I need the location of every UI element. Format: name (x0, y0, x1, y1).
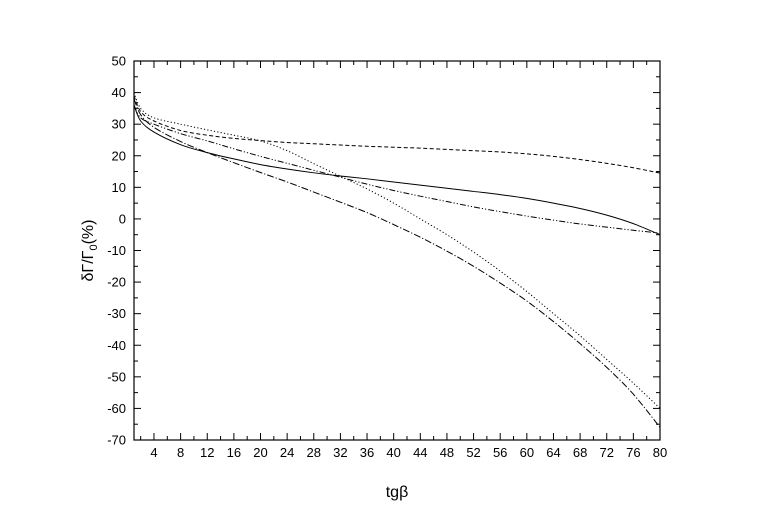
x-tick-label: 52 (466, 445, 480, 460)
x-tick-label: 24 (280, 445, 294, 460)
y-axis-title-subscript: 0 (88, 244, 100, 250)
x-tick-label: 32 (333, 445, 347, 460)
y-tick-label: 30 (112, 117, 126, 132)
x-tick-label: 28 (307, 445, 321, 460)
y-tick-label: -40 (107, 338, 126, 353)
y-tick-label: -60 (107, 401, 126, 416)
x-tick-label: 4 (150, 445, 157, 460)
series-line-5 (133, 98, 661, 428)
x-tick-label: 36 (360, 445, 374, 460)
y-tick-label: 40 (112, 85, 126, 100)
y-tick-label: 10 (112, 180, 126, 195)
y-axis-title-unit: (%) (80, 220, 97, 245)
x-tick-label: 72 (599, 445, 613, 460)
series-line-1 (133, 105, 661, 236)
x-tick-label: 76 (626, 445, 640, 460)
x-tick-label: 60 (520, 445, 534, 460)
y-tick-label: -70 (107, 433, 126, 448)
y-tick-label: 50 (112, 54, 126, 69)
x-tick-label: 8 (177, 445, 184, 460)
x-tick-label: 12 (200, 445, 214, 460)
series-line-4 (133, 104, 661, 234)
y-tick-label: -50 (107, 369, 126, 384)
x-axis-title: tgβ (386, 484, 409, 501)
series-layer (133, 92, 661, 428)
x-tick-label: 56 (493, 445, 507, 460)
x-tick-label: 44 (413, 445, 427, 460)
y-tick-label: -10 (107, 243, 126, 258)
ticks-layer: 4 8 12 16 20 24 28 32 36 40 44 48 52 56 60 64 68 72 76 8050… (107, 54, 667, 461)
x-tick-label: 80 (653, 445, 667, 460)
x-tick-label: 20 (253, 445, 267, 460)
x-tick-label: 48 (440, 445, 454, 460)
x-tick-label: 68 (573, 445, 587, 460)
x-tick-label: 16 (227, 445, 241, 460)
y-axis-title-main: δΓ/Γ (80, 250, 97, 281)
x-tick-label: 40 (386, 445, 400, 460)
y-tick-label: -20 (107, 275, 126, 290)
series-line-2 (133, 95, 661, 174)
y-axis-title: δΓ/Γ0(%) (80, 220, 100, 282)
y-tick-label: -30 (107, 306, 126, 321)
y-tick-label: 20 (112, 148, 126, 163)
series-line-3 (133, 92, 661, 409)
y-tick-label: 0 (119, 211, 126, 226)
x-tick-label: 64 (546, 445, 560, 460)
plot-frame (133, 60, 661, 441)
